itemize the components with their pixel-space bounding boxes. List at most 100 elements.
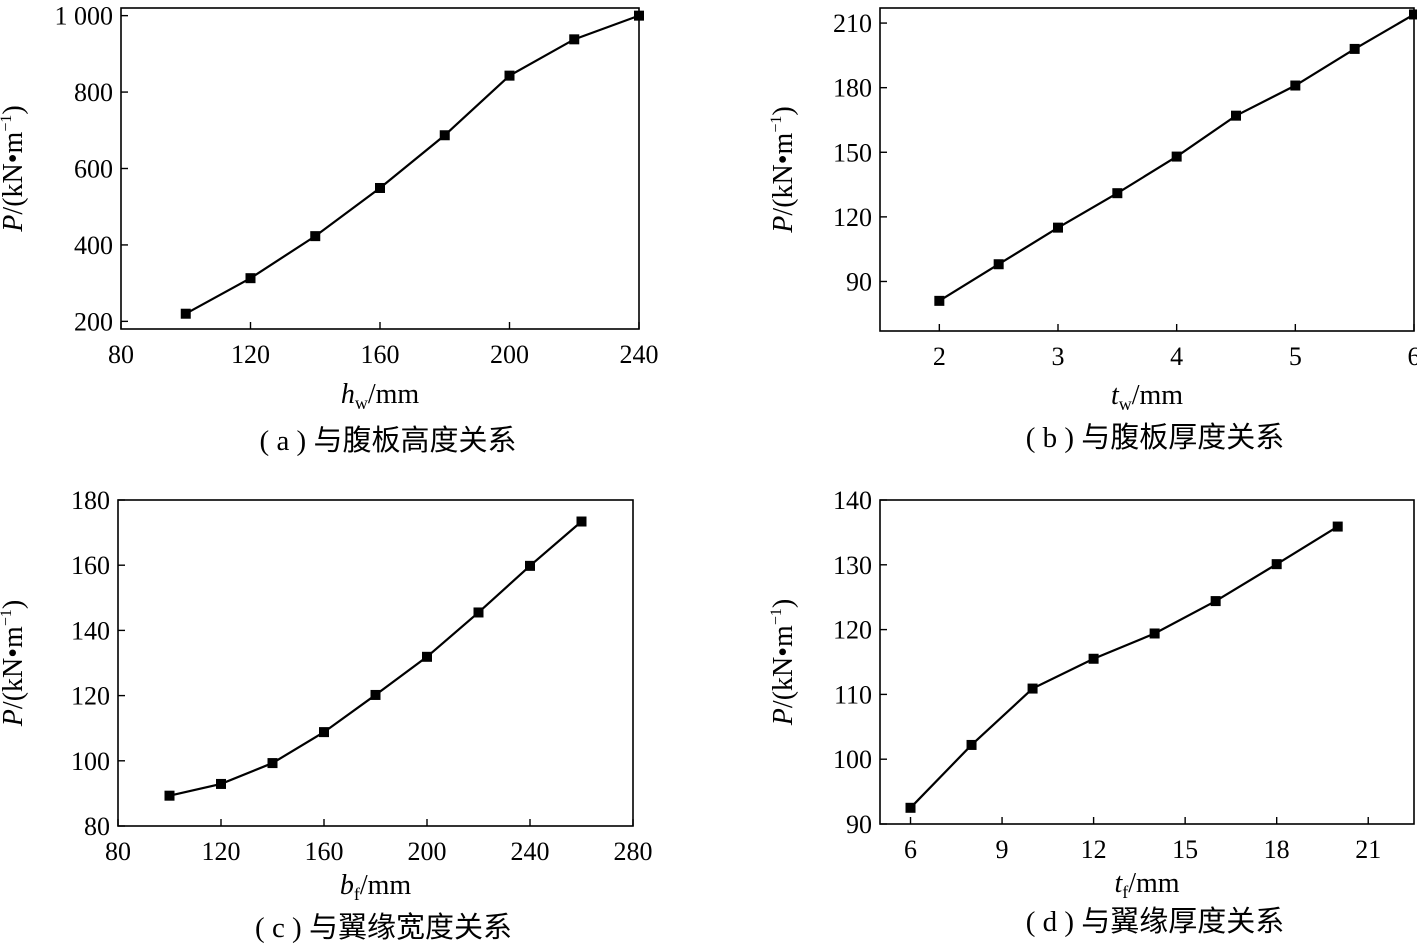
x-tick-label: 80 xyxy=(108,340,134,369)
data-point xyxy=(375,182,385,193)
data-point xyxy=(267,758,278,769)
series-line xyxy=(909,525,1339,809)
chart-panel-1: 80 120 160 200 240 200 400 600 800 1 000 hw/mm P/(k… xyxy=(0,2,659,457)
series-line xyxy=(185,14,640,315)
chart-panel-4: 6 9 12 15 18 21 90 100 110 120 130 140 tf/mm P/(kN•m−… xyxy=(768,486,1415,938)
y-tick-label: 130 xyxy=(833,551,872,580)
y-tick-label: 90 xyxy=(846,810,872,839)
x-tick-label: 18 xyxy=(1264,835,1290,864)
data-point xyxy=(180,308,191,319)
data-point xyxy=(576,516,587,527)
panel-caption: ( c ) 与翼缘宽度关系 xyxy=(255,911,512,944)
x-tick-label: 21 xyxy=(1355,835,1381,864)
chart-panel-2: 2 3 4 5 6 90 120 150 180 210 tw/mm P/(kN•m−1) ( b ) … xyxy=(768,7,1417,454)
x-tick-label: 280 xyxy=(614,837,653,866)
y-tick-label: 100 xyxy=(833,745,872,774)
y-tick-label: 120 xyxy=(833,616,872,645)
y-tick-label: 160 xyxy=(71,551,110,580)
x-tick-label: 15 xyxy=(1172,835,1198,864)
plot-frame xyxy=(120,7,640,330)
x-tick-label: 2 xyxy=(933,342,946,371)
y-tick-label: 90 xyxy=(846,267,872,296)
x-tick-label: 240 xyxy=(511,837,550,866)
data-point xyxy=(569,34,580,45)
x-tick-label: 6 xyxy=(904,835,917,864)
data-point xyxy=(245,273,256,284)
data-point xyxy=(473,607,484,618)
data-point xyxy=(504,70,515,81)
x-tick-label: 5 xyxy=(1289,342,1302,371)
y-axis-label: P/(kN•m−1) xyxy=(768,599,799,726)
data-point xyxy=(1231,110,1241,121)
data-point xyxy=(1112,188,1123,199)
plot-frame xyxy=(879,499,1415,825)
data-point xyxy=(525,560,535,571)
data-point xyxy=(164,790,175,801)
data-point xyxy=(1027,683,1038,694)
x-axis-label: bf/mm xyxy=(340,870,412,904)
y-tick-label: 200 xyxy=(74,307,113,336)
y-tick-label: 140 xyxy=(71,616,110,645)
x-tick-label: 80 xyxy=(105,837,131,866)
y-tick-label: 100 xyxy=(71,747,110,776)
data-point xyxy=(319,727,329,738)
y-axis-label: P/(kN•m−1) xyxy=(0,105,29,232)
x-tick-label: 3 xyxy=(1052,342,1065,371)
data-point xyxy=(370,689,381,700)
y-axis-label: P/(kN•m−1) xyxy=(0,600,29,727)
data-point xyxy=(422,651,432,662)
x-axis-label: tw/mm xyxy=(1111,380,1183,414)
data-point xyxy=(634,10,644,21)
data-point xyxy=(1171,151,1182,162)
data-point xyxy=(1349,43,1360,54)
data-point xyxy=(1149,628,1160,639)
y-tick-label: 110 xyxy=(834,680,872,709)
x-axis-label: tf/mm xyxy=(1114,868,1179,902)
y-tick-label: 800 xyxy=(74,78,113,107)
plot-frame xyxy=(879,7,1415,332)
x-tick-label: 240 xyxy=(620,340,659,369)
plot-frame xyxy=(117,499,634,827)
data-point xyxy=(1332,521,1343,532)
chart-panel-3: 80 120 160 200 240 280 80 100 120 140 160 180 bf/mm P… xyxy=(0,486,653,944)
x-tick-label: 9 xyxy=(996,835,1009,864)
data-point xyxy=(993,259,1004,270)
y-tick-label: 600 xyxy=(74,155,113,184)
x-tick-label: 160 xyxy=(305,837,344,866)
data-point xyxy=(310,231,321,242)
x-axis-label: hw/mm xyxy=(341,379,420,413)
data-point xyxy=(439,130,450,141)
x-tick-label: 12 xyxy=(1081,835,1107,864)
data-point xyxy=(216,778,226,789)
x-tick-label: 6 xyxy=(1408,342,1417,371)
y-tick-label: 180 xyxy=(71,486,110,515)
x-tick-label: 200 xyxy=(408,837,447,866)
x-tick-label: 120 xyxy=(231,340,270,369)
data-point xyxy=(1409,9,1417,20)
y-tick-label: 180 xyxy=(833,74,872,103)
y-tick-label: 120 xyxy=(833,203,872,232)
y-tick-label: 150 xyxy=(833,138,872,167)
x-tick-label: 200 xyxy=(490,340,529,369)
data-point xyxy=(1088,653,1099,664)
data-point xyxy=(1271,559,1282,570)
y-tick-label: 210 xyxy=(833,9,872,38)
panel-caption: ( a ) 与腹板高度关系 xyxy=(260,424,517,457)
data-point xyxy=(905,802,916,813)
y-tick-label: 120 xyxy=(71,682,110,711)
data-point xyxy=(1290,80,1301,91)
x-tick-label: 120 xyxy=(202,837,241,866)
data-point xyxy=(1210,596,1221,607)
x-tick-label: 4 xyxy=(1170,342,1183,371)
y-tick-label: 1 000 xyxy=(55,2,114,31)
data-point xyxy=(1053,222,1063,233)
y-axis-label: P/(kN•m−1) xyxy=(768,106,799,233)
x-tick-label: 160 xyxy=(361,340,400,369)
panel-caption: ( d ) 与翼缘厚度关系 xyxy=(1026,905,1285,938)
panel-caption: ( b ) 与腹板厚度关系 xyxy=(1026,421,1285,454)
y-tick-label: 400 xyxy=(74,231,113,260)
y-tick-label: 80 xyxy=(84,812,110,841)
series-line xyxy=(169,520,583,797)
data-point xyxy=(934,295,945,306)
